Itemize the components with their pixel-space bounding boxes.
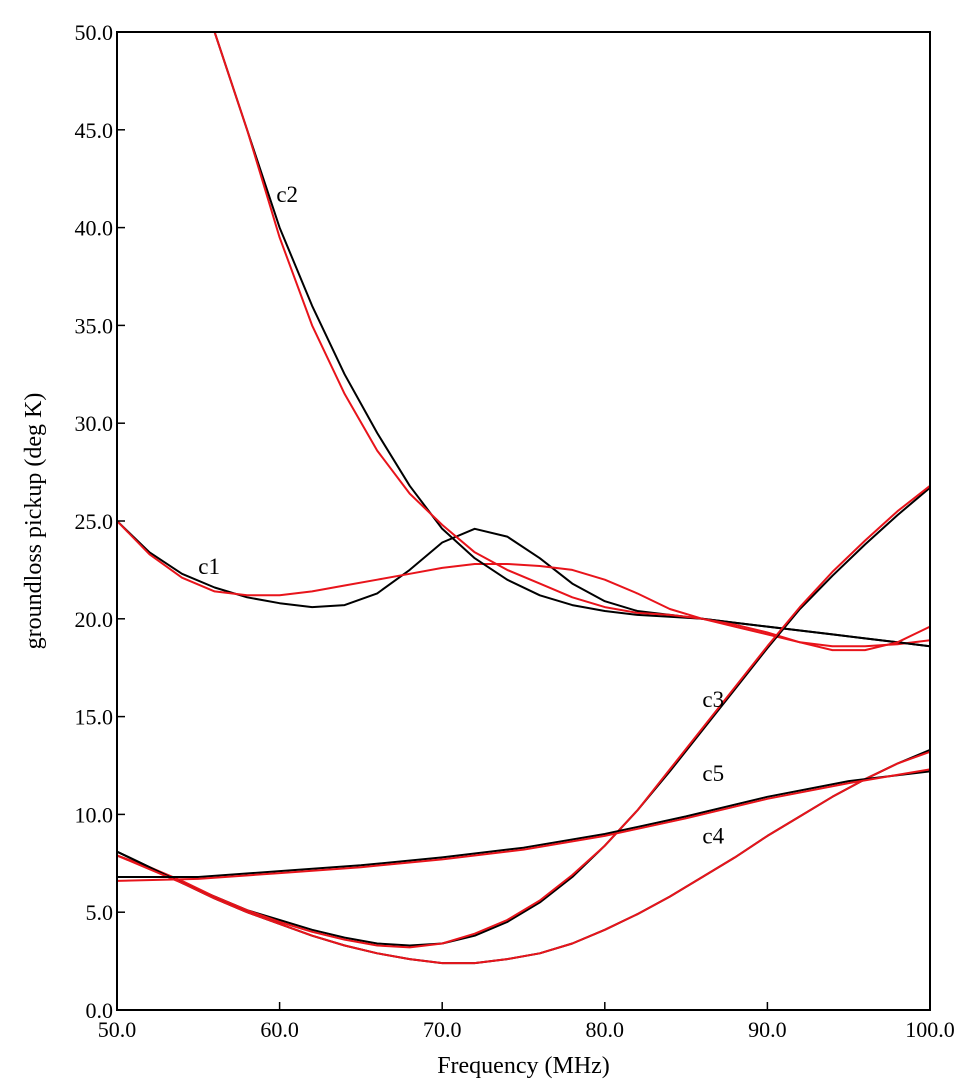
x-tick-label: 100.0 xyxy=(905,1017,955,1042)
curve-label-c4: c4 xyxy=(702,824,724,849)
series-line-c1-red xyxy=(117,520,930,648)
ticks-layer: 50.0 60.0 70.0 80.0 90.0 100.0 0.0 5.0 10.0 15.0 2… xyxy=(75,20,955,1042)
x-tick-label: 70.0 xyxy=(423,1017,462,1042)
y-tick-label: 15.0 xyxy=(75,705,114,730)
x-tick-label: 90.0 xyxy=(748,1017,787,1042)
curve-label-c3: c3 xyxy=(702,687,724,712)
series-line-c5-red xyxy=(117,768,930,882)
series-line-c2-black xyxy=(117,32,930,648)
x-tick-label: 60.0 xyxy=(260,1017,299,1042)
curve-label-c2: c2 xyxy=(276,182,298,207)
series-line-c2-red xyxy=(117,32,930,652)
y-tick-label: 10.0 xyxy=(75,802,114,827)
x-tick-label: 80.0 xyxy=(586,1017,625,1042)
y-tick-label: 20.0 xyxy=(75,607,114,632)
series-line-c3-red xyxy=(117,485,930,949)
y-tick-label: 25.0 xyxy=(75,509,114,534)
y-tick-label: 35.0 xyxy=(75,313,114,338)
series-line-c4-red xyxy=(117,750,930,965)
series-layer xyxy=(117,32,930,965)
y-tick-label: 0.0 xyxy=(86,998,114,1023)
curve-label-c5: c5 xyxy=(702,761,724,786)
annotation-layer: c1 c2 c3 c5 c4 xyxy=(198,182,724,849)
y-tick-label: 40.0 xyxy=(75,216,114,241)
y-tick-label: 45.0 xyxy=(75,118,114,143)
y-tick-label: 50.0 xyxy=(75,20,114,45)
series-line-c1-black xyxy=(117,520,930,648)
y-axis-label: groundloss pickup (deg K) xyxy=(21,393,47,650)
curve-label-c1: c1 xyxy=(198,554,220,579)
series-line-c5-black xyxy=(117,770,930,878)
plot-frame xyxy=(116,31,931,1011)
y-tick-label: 5.0 xyxy=(86,900,114,925)
x-tick-label: 50.0 xyxy=(98,1017,137,1042)
y-tick-label: 30.0 xyxy=(75,411,114,436)
x-axis-label: Frequency (MHz) xyxy=(437,1053,610,1079)
series-line-c4-black xyxy=(117,748,930,965)
